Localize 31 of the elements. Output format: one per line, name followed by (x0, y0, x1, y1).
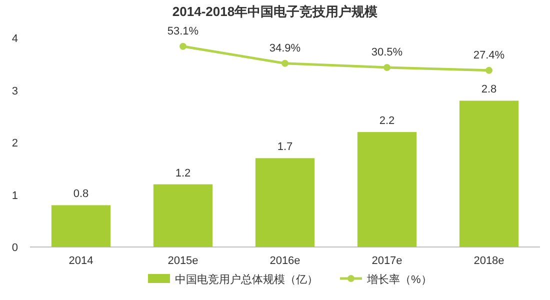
y-tick-label: 2 (12, 138, 18, 150)
x-tick-label: 2018e (474, 255, 504, 267)
bar (153, 184, 213, 247)
data-label: 30.5% (371, 46, 403, 58)
bar (459, 100, 519, 247)
bar (51, 205, 111, 247)
legend-label: 增长率（%） (366, 273, 432, 286)
data-label: 27.4% (473, 49, 505, 62)
data-label: 1.7 (277, 141, 293, 154)
y-tick-label: 3 (12, 85, 18, 98)
y-tick-label: 0 (12, 242, 18, 254)
data-label: 53.1% (167, 25, 199, 38)
point (486, 66, 492, 74)
data-label: 2.8 (481, 84, 497, 96)
legend-label: 中国电竞用户总体规模（亿） (175, 273, 318, 286)
data-label: 0.8 (73, 188, 89, 200)
point (180, 42, 186, 50)
point (384, 64, 390, 71)
x-tick-label: 2016e (270, 255, 300, 267)
y-tick-label: 4 (12, 33, 18, 45)
x-tick-label: 2014 (68, 255, 94, 267)
data-label: 2.2 (379, 115, 395, 128)
x-tick-label: 2015e (168, 255, 198, 267)
chart-title: 2014-2018年中国电子竞技用户规模 (172, 4, 378, 19)
bar (255, 158, 315, 247)
y-tick-label: 1 (12, 190, 18, 202)
data-label: 1.2 (175, 167, 191, 180)
data-label: 34.9% (269, 42, 301, 54)
bar (357, 132, 417, 247)
x-tick-label: 2017e (372, 255, 402, 267)
point (282, 60, 288, 67)
